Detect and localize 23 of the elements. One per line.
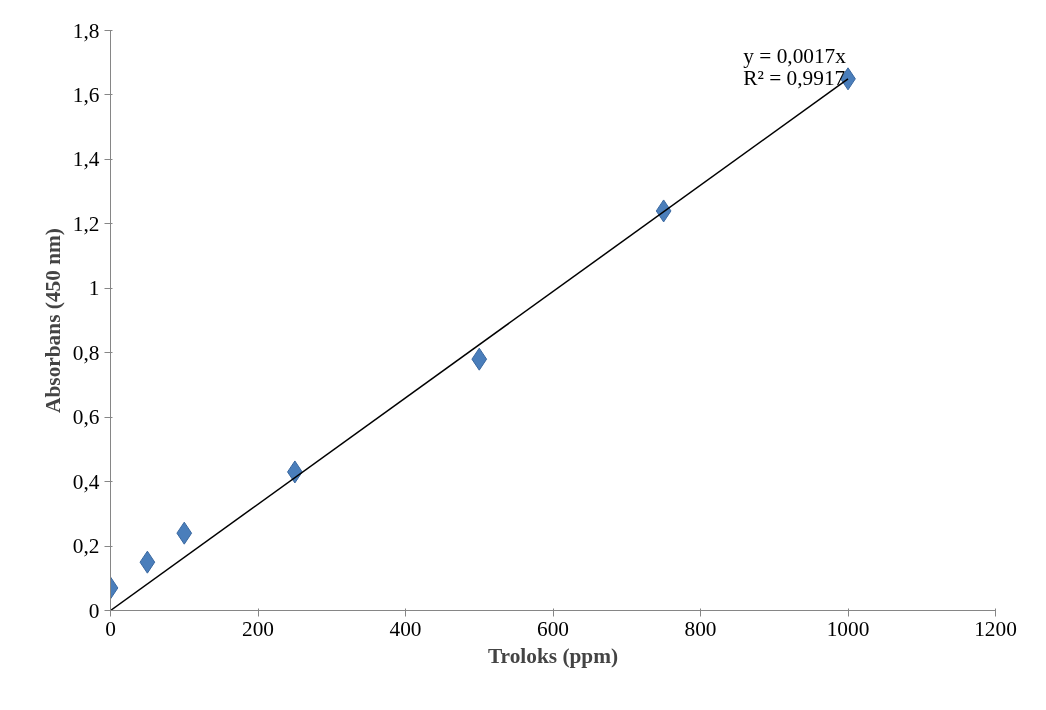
x-tick-label: 200 [242, 616, 274, 641]
point [176, 521, 193, 545]
y-tick-label: 0,2 [72, 534, 100, 559]
y-tick-label: 0,6 [72, 405, 100, 430]
x-tick-label: 1200 [974, 616, 1017, 641]
x-axis-title: Troloks (ppm) [487, 643, 619, 668]
y-tick-label: 1,6 [72, 82, 100, 107]
x-tick-label: 600 [537, 616, 569, 641]
y-tick-label: 1 [88, 276, 100, 301]
y-axis-title: Absorbans (450 nm) [40, 228, 65, 413]
y-tick-label: 0,8 [72, 340, 100, 365]
x-tick-label: 1000 [826, 616, 870, 641]
point [139, 550, 156, 574]
x-tick-label: 0 [105, 616, 116, 641]
annotation: y = 0,0017x [743, 44, 847, 69]
x-tick-label: 800 [684, 616, 717, 641]
y-tick-label: 0 [88, 598, 100, 623]
y-tick-label: 1,4 [72, 147, 100, 172]
y-tick-label: 1,8 [72, 18, 100, 43]
y-tick-label: 0,4 [72, 469, 100, 494]
x-tick-label: 400 [389, 616, 422, 641]
y-tick-label: 1,2 [72, 211, 100, 236]
point [471, 347, 488, 371]
